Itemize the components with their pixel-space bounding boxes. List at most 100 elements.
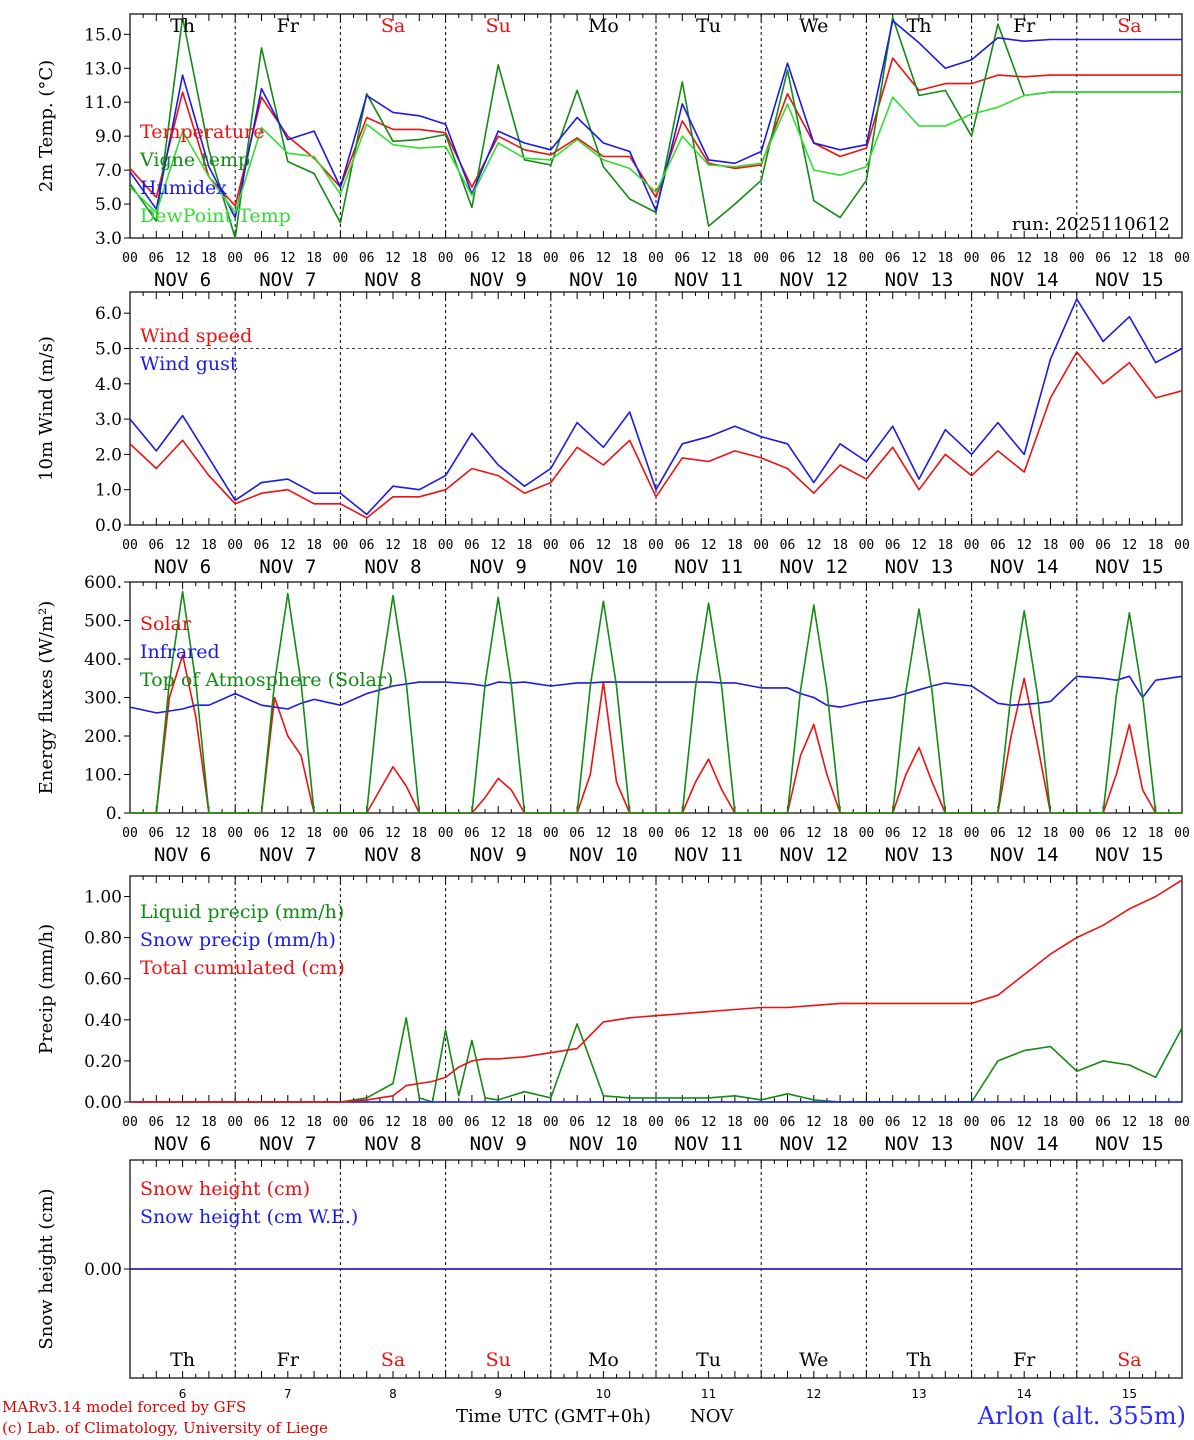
legend-entry: Vigne temp bbox=[139, 149, 250, 171]
hour-tick-label: 18 bbox=[306, 251, 322, 266]
series-line-infrared bbox=[129, 675, 1183, 714]
hour-tick-label: 18 bbox=[1148, 826, 1164, 841]
lab-credit: (c) Lab. of Climatology, University of L… bbox=[2, 1419, 328, 1437]
hour-tick-label: 18 bbox=[201, 826, 217, 841]
series-line-wind-speed bbox=[129, 351, 1183, 519]
weekday-label: Sa bbox=[1117, 15, 1141, 37]
hour-tick-label: 00 bbox=[859, 1115, 875, 1130]
y-tick-label: 2.0 bbox=[95, 445, 122, 465]
hour-tick-label: 00 bbox=[753, 1115, 769, 1130]
series-line-temperature bbox=[129, 57, 1182, 207]
hour-tick-label: 06 bbox=[148, 826, 164, 841]
hour-tick-label: 18 bbox=[727, 1115, 743, 1130]
series-line-total-cumulated-cm- bbox=[130, 879, 1183, 1103]
hour-tick-label: 12 bbox=[385, 251, 401, 266]
hour-tick-label: 12 bbox=[385, 538, 401, 553]
hour-tick-label: 06 bbox=[885, 538, 901, 553]
legend-entry: Wind gust bbox=[140, 353, 238, 375]
day-label: NOV 13 bbox=[885, 556, 954, 578]
hour-tick-label: 12 bbox=[1122, 251, 1138, 266]
weekday-label: Th bbox=[907, 15, 932, 37]
day-label: NOV 12 bbox=[779, 1133, 848, 1155]
weekday-label: Th bbox=[170, 15, 195, 37]
hour-tick-label: 12 bbox=[280, 1115, 296, 1130]
day-label: NOV 12 bbox=[779, 844, 848, 866]
hour-tick-label: 00 bbox=[227, 826, 243, 841]
hour-tick-label: 18 bbox=[622, 538, 638, 553]
hour-tick-label: 06 bbox=[359, 1115, 375, 1130]
hour-tick-label: 12 bbox=[490, 538, 506, 553]
station-name: Arlon (alt. 355m) bbox=[977, 1402, 1186, 1430]
day-label: NOV 8 bbox=[364, 269, 421, 291]
hour-tick-label: 18 bbox=[517, 251, 533, 266]
day-label: NOV 12 bbox=[779, 269, 848, 291]
hour-tick-label: 00 bbox=[227, 251, 243, 266]
hour-tick-label: 06 bbox=[359, 538, 375, 553]
weekday-label: Th bbox=[907, 1349, 932, 1371]
hour-tick-label: 12 bbox=[1122, 826, 1138, 841]
hour-tick-label: 00 bbox=[648, 538, 664, 553]
y-tick-label: 0.00 bbox=[84, 1260, 122, 1280]
weekday-label: Tu bbox=[696, 1349, 721, 1371]
hour-tick-label: 06 bbox=[148, 251, 164, 266]
y-tick-label: 0.0 bbox=[95, 516, 122, 536]
hour-tick-label: 06 bbox=[254, 826, 270, 841]
hour-tick-label: 12 bbox=[490, 251, 506, 266]
y-tick-label: 3.0 bbox=[95, 410, 122, 430]
legend-entry: Solar bbox=[140, 613, 192, 635]
hour-tick-label: 18 bbox=[201, 251, 217, 266]
hour-tick-label: 06 bbox=[1095, 538, 1111, 553]
day-label: NOV 8 bbox=[364, 1133, 421, 1155]
hour-tick-label: 18 bbox=[832, 1115, 848, 1130]
hour-tick-label: 06 bbox=[359, 251, 375, 266]
day-label: NOV 14 bbox=[990, 269, 1059, 291]
hour-tick-label: 00 bbox=[1174, 826, 1190, 841]
legend-entry: Humidex bbox=[140, 177, 227, 199]
weekday-label: Mo bbox=[588, 15, 619, 37]
hour-tick-label: 12 bbox=[701, 251, 717, 266]
y-axis-title: Precip (mm/h) bbox=[36, 924, 57, 1054]
day-label: NOV 9 bbox=[470, 556, 527, 578]
legend-entry: Temperature bbox=[140, 121, 264, 143]
hour-tick-label: 06 bbox=[990, 826, 1006, 841]
hour-tick-label: 00 bbox=[1069, 251, 1085, 266]
weekday-label: Sa bbox=[1117, 1349, 1141, 1371]
legend-entry: Total cumulated (cm) bbox=[140, 957, 345, 979]
hour-tick-label: 18 bbox=[937, 1115, 953, 1130]
day-label: NOV 11 bbox=[674, 556, 743, 578]
y-axis-title: Snow height (cm) bbox=[36, 1188, 57, 1349]
y-tick-label: 0.00 bbox=[84, 1093, 122, 1113]
hour-tick-label: 12 bbox=[806, 1115, 822, 1130]
hour-tick-label: 12 bbox=[806, 826, 822, 841]
hour-tick-label: 18 bbox=[727, 251, 743, 266]
hour-tick-label: 00 bbox=[543, 251, 559, 266]
weekday-label: Sa bbox=[381, 15, 405, 37]
hour-tick-label: 18 bbox=[411, 538, 427, 553]
y-tick-label: 500. bbox=[84, 612, 122, 632]
day-label: NOV 12 bbox=[779, 556, 848, 578]
hour-tick-label: 06 bbox=[148, 1115, 164, 1130]
y-tick-label: 600. bbox=[84, 573, 122, 593]
hour-tick-label: 18 bbox=[1043, 826, 1059, 841]
y-tick-label: 200. bbox=[84, 727, 122, 747]
hour-tick-label: 12 bbox=[280, 538, 296, 553]
day-number-label: 9 bbox=[494, 1387, 502, 1401]
hour-tick-label: 00 bbox=[648, 1115, 664, 1130]
series-line-wind-gust bbox=[129, 298, 1183, 516]
day-label: NOV 9 bbox=[470, 1133, 527, 1155]
hour-tick-label: 06 bbox=[254, 538, 270, 553]
hour-tick-label: 12 bbox=[1122, 1115, 1138, 1130]
day-label: NOV 14 bbox=[990, 844, 1059, 866]
weekday-label: Fr bbox=[1013, 1349, 1036, 1371]
hour-tick-label: 06 bbox=[990, 538, 1006, 553]
y-tick-label: 6.0 bbox=[95, 304, 122, 324]
day-number-label: 13 bbox=[911, 1387, 926, 1401]
y-tick-label: 0. bbox=[106, 804, 122, 824]
hour-tick-label: 12 bbox=[385, 826, 401, 841]
hour-tick-label: 00 bbox=[438, 251, 454, 266]
hour-tick-label: 18 bbox=[411, 826, 427, 841]
day-label: NOV 6 bbox=[154, 844, 211, 866]
hour-tick-label: 00 bbox=[227, 538, 243, 553]
hour-tick-label: 18 bbox=[937, 538, 953, 553]
day-label: NOV 11 bbox=[674, 844, 743, 866]
